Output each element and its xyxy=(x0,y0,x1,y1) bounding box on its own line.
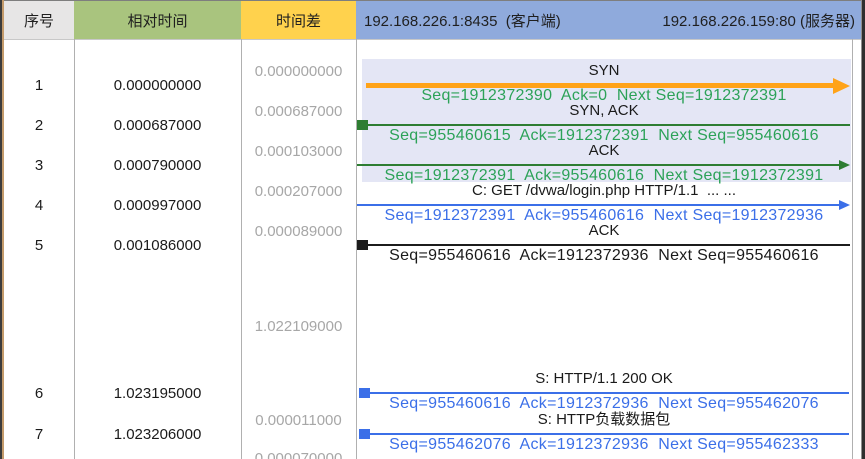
packet-seq-info: Seq=955460616 Ack=1912372936 Next Seq=95… xyxy=(389,395,819,412)
packet-seq-info: Seq=1912372391 Ack=955460616 Next Seq=19… xyxy=(384,167,824,184)
packet-time-delta: 0.000011000 xyxy=(255,412,342,429)
packet-time-delta: 0.000207000 xyxy=(254,183,343,200)
packet-time-delta: 0.000070000 xyxy=(254,450,343,459)
arrowhead-left-icon xyxy=(359,388,370,398)
packet-rel-time: 0.000000000 xyxy=(113,77,202,94)
packet-time-delta: 0.000103000 xyxy=(254,143,343,160)
packet-rel-time: 1.023206000 xyxy=(113,426,202,443)
packet-time-delta: 0.000687000 xyxy=(254,103,343,120)
client-endpoint-label: 192.168.226.1:8435 (客户端) xyxy=(364,12,561,30)
column-header-no-label: 序号 xyxy=(23,12,54,30)
window-border-right xyxy=(862,0,865,459)
window-border-left xyxy=(0,0,2,459)
handshake-highlight-band xyxy=(362,59,851,182)
flow-header: 192.168.226.1:8435 (客户端) 192.168.226.159… xyxy=(356,1,861,39)
packet-number: 7 xyxy=(34,426,44,443)
column-divider xyxy=(852,39,853,459)
arrowhead-right-icon xyxy=(833,78,850,94)
column-header-rel-time-label: 相对时间 xyxy=(127,12,188,30)
server-endpoint-label: 192.168.226.159:80 (服务器) xyxy=(662,12,855,30)
column-header-rel-time: 相对时间 xyxy=(74,1,241,39)
packet-flow-label: SYN xyxy=(588,62,620,79)
tcp-arrow xyxy=(370,392,849,394)
column-header-delta-label: 时间差 xyxy=(275,12,321,30)
packet-seq-info: Seq=955460616 Ack=1912372936 Next Seq=95… xyxy=(389,247,819,264)
arrowhead-right-icon xyxy=(839,160,850,170)
packet-rel-time: 0.000997000 xyxy=(113,197,202,214)
tcp-arrow xyxy=(368,244,850,246)
column-header-no: 序号 xyxy=(4,1,74,39)
packet-flow-label: ACK xyxy=(588,222,620,239)
packet-time-delta: 0.000089000 xyxy=(254,223,343,240)
packet-number: 3 xyxy=(34,157,44,174)
column-divider xyxy=(74,39,75,459)
packet-seq-info: Seq=1912372390 Ack=0 Next Seq=1912372391 xyxy=(421,87,787,104)
column-header-delta: 时间差 xyxy=(241,1,356,39)
packet-rel-time: 0.001086000 xyxy=(113,237,202,254)
window-border-left-accent xyxy=(2,0,4,459)
packet-rel-time: 0.000790000 xyxy=(113,157,202,174)
tcp-arrow xyxy=(370,433,849,435)
packet-seq-info: Seq=955460615 Ack=1912372391 Next Seq=95… xyxy=(389,127,819,144)
packet-number: 6 xyxy=(34,385,44,402)
packet-flow-label: SYN, ACK xyxy=(569,102,639,119)
tcp-arrow xyxy=(357,164,839,166)
tcp-arrow xyxy=(357,204,839,206)
packet-seq-info: Seq=1912372391 Ack=955460616 Next Seq=19… xyxy=(384,207,824,224)
packet-flow-label: C: GET /dvwa/login.php HTTP/1.1 ... ... xyxy=(472,182,736,199)
packet-number: 4 xyxy=(34,197,44,214)
packet-rel-time: 1.023195000 xyxy=(113,385,202,402)
tcp-arrow xyxy=(368,124,850,126)
arrowhead-left-icon xyxy=(359,429,370,439)
column-divider xyxy=(356,39,357,459)
packet-time-delta: 0.000000000 xyxy=(254,63,343,80)
window-border-top xyxy=(2,0,865,1)
header-divider xyxy=(4,39,861,40)
arrowhead-right-icon xyxy=(839,200,850,210)
tcp-arrow xyxy=(366,83,833,88)
arrowhead-left-icon xyxy=(357,240,368,250)
window-border-right-inner xyxy=(861,0,862,459)
arrowhead-left-icon xyxy=(357,120,368,130)
packet-rel-time: 0.000687000 xyxy=(113,117,202,134)
packet-number: 2 xyxy=(34,117,44,134)
packet-flow-label: S: HTTP负载数据包 xyxy=(537,411,671,428)
packet-flow-label: ACK xyxy=(588,142,620,159)
packet-seq-info: Seq=955462076 Ack=1912372936 Next Seq=95… xyxy=(389,436,819,453)
packet-flow-label: S: HTTP/1.1 200 OK xyxy=(535,370,673,387)
column-divider xyxy=(241,39,242,459)
packet-number: 5 xyxy=(34,237,44,254)
packet-number: 1 xyxy=(34,77,44,94)
packet-time-delta: 1.022109000 xyxy=(254,318,343,335)
